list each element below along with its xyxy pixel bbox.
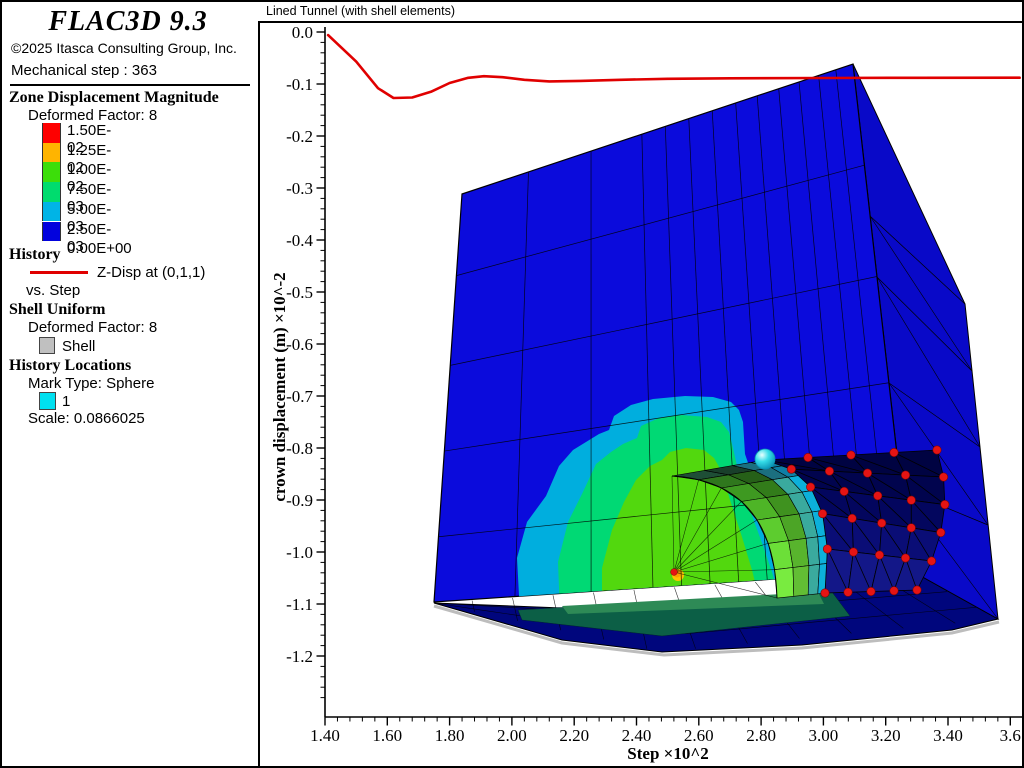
- x-axis-title: Step ×10^2: [627, 744, 708, 763]
- x-tick-label: 1.60: [372, 726, 402, 745]
- shell-node-marker: [846, 450, 856, 460]
- x-tick-label: 1.40: [310, 726, 340, 745]
- shell-node-marker: [906, 495, 916, 505]
- y-tick-label: -0.4: [286, 231, 313, 250]
- x-tick-label: 3.40: [933, 726, 963, 745]
- shell-node-marker: [820, 588, 830, 598]
- shell-node-marker: [940, 500, 950, 510]
- history-series-line-sample: [30, 271, 88, 274]
- x-tick-label: 3.6: [1000, 726, 1021, 745]
- shell-node-marker: [847, 513, 857, 523]
- y-tick-label: -0.1: [286, 75, 313, 94]
- zone-displacement-heading: Zone Displacement Magnitude: [9, 89, 219, 106]
- history-series-label: Z-Disp at (0,1,1): [97, 264, 206, 281]
- history-locations-heading: History Locations: [9, 357, 132, 374]
- shell-node-marker: [786, 464, 796, 474]
- y-tick-label: 0.0: [292, 23, 313, 42]
- shell-node-marker: [889, 447, 899, 457]
- shell-node-marker: [901, 553, 911, 563]
- shell-node-marker: [862, 468, 872, 478]
- shell-item-label: Shell: [62, 338, 96, 355]
- shell-node-marker: [932, 445, 942, 455]
- colorscale-value-label: 7.50E-03: [67, 181, 112, 216]
- shell-node-marker: [877, 518, 887, 528]
- history-location-sphere: [754, 448, 776, 470]
- colorscale-value-label: 2.50E-03: [67, 220, 112, 255]
- history-location-swatch: [39, 392, 56, 410]
- x-tick-label: 1.80: [435, 726, 465, 745]
- mechanical-step-status: Mechanical step : 363: [11, 62, 157, 79]
- x-tick-label: 2.40: [622, 726, 652, 745]
- shell-node-marker: [912, 585, 922, 595]
- plot-axes: 0.0 -0.1 -0.2 -0.3 -0.4 -0.5 -0.6 -0.7 -0.8 -0.9 -…: [270, 23, 1022, 763]
- y-tick-label: -0.7: [286, 387, 313, 406]
- shell-node-marker: [866, 586, 876, 596]
- shell-node-marker: [843, 587, 853, 597]
- y-tick-label: -1.2: [286, 647, 313, 666]
- legend-panel: FLAC3D 9.3 ©2025 Itasca Consulting Group…: [2, 2, 260, 766]
- shell-uniform-heading: Shell Uniform: [9, 301, 106, 318]
- shell-node-marker: [824, 466, 834, 476]
- y-axis-title: crown displacement (m) ×10^-2: [270, 272, 289, 501]
- colorscale-band: [42, 221, 61, 242]
- zone-deformed-factor: Deformed Factor: 8: [28, 107, 158, 124]
- history-vs-label: vs. Step: [26, 282, 81, 299]
- copyright-text: ©2025 Itasca Consulting Group, Inc.: [11, 40, 237, 56]
- radial-mesh-lines: [671, 475, 778, 599]
- colorscale-value-label: 1.25E-02: [67, 141, 112, 176]
- colorscale-band: [42, 182, 61, 202]
- colorscale-value-label: 5.00E-03: [67, 200, 112, 235]
- y-tick-label: -0.6: [286, 335, 313, 354]
- shell-node-marker: [822, 544, 832, 554]
- x-tick-label: 2.60: [684, 726, 714, 745]
- invert-node-marker: [670, 568, 678, 576]
- x-tick-label: 3.00: [809, 726, 839, 745]
- history-heading: History: [9, 246, 61, 263]
- plot-title: Lined Tunnel (with shell elements): [266, 4, 455, 18]
- y-tick-label: -0.9: [286, 491, 313, 510]
- mark-type-label: Mark Type: Sphere: [28, 375, 155, 392]
- shell-node-marker: [806, 482, 816, 492]
- colorscale-value-label: 0.00E+00: [67, 240, 132, 258]
- colorscale-band: [42, 123, 61, 143]
- y-tick-label: -1.0: [286, 543, 313, 562]
- x-tick-label: 2.20: [559, 726, 589, 745]
- shell-node-marker: [927, 556, 937, 566]
- x-tick-label: 2.00: [497, 726, 527, 745]
- colorscale-value-label: 1.00E-02: [67, 161, 112, 196]
- colorscale-band: [42, 162, 61, 183]
- y-tick-label: -0.5: [286, 283, 313, 302]
- x-tick-label: 2.80: [746, 726, 776, 745]
- app-logo-title: FLAC3D 9.3: [48, 6, 208, 37]
- colorscale-band: [42, 201, 61, 222]
- shell-node-marker: [874, 550, 884, 560]
- scale-label: Scale: 0.0866025: [28, 410, 145, 427]
- history-curve: [326, 33, 1021, 100]
- shell-deformed-factor: Deformed Factor: 8: [28, 319, 158, 336]
- colorscale-band: [42, 142, 61, 163]
- shell-node-marker: [906, 523, 916, 533]
- y-tick-label: -0.8: [286, 439, 313, 458]
- x-tick-label: 3.20: [871, 726, 901, 745]
- shell-node-marker: [839, 486, 849, 496]
- shell-node-marker: [901, 470, 911, 480]
- shell-node-marker: [889, 586, 899, 596]
- y-tick-label: -0.3: [286, 179, 313, 198]
- colorscale-value-label: 1.50E-02: [67, 122, 112, 156]
- y-tick-label: -1.1: [286, 595, 313, 614]
- shell-node-marker: [936, 528, 946, 538]
- shell-node-marker: [873, 491, 883, 501]
- shell-node-marker: [939, 472, 949, 482]
- shell-node-marker: [848, 547, 858, 557]
- shell-node-marker: [803, 452, 813, 462]
- shell-node-marker: [818, 509, 828, 519]
- history-location-id: 1: [62, 393, 71, 410]
- shell-color-swatch: [39, 337, 55, 354]
- plot-title-bar: Lined Tunnel (with shell elements): [258, 2, 1022, 23]
- y-tick-label: -0.2: [286, 127, 313, 146]
- legend-divider: [10, 84, 250, 86]
